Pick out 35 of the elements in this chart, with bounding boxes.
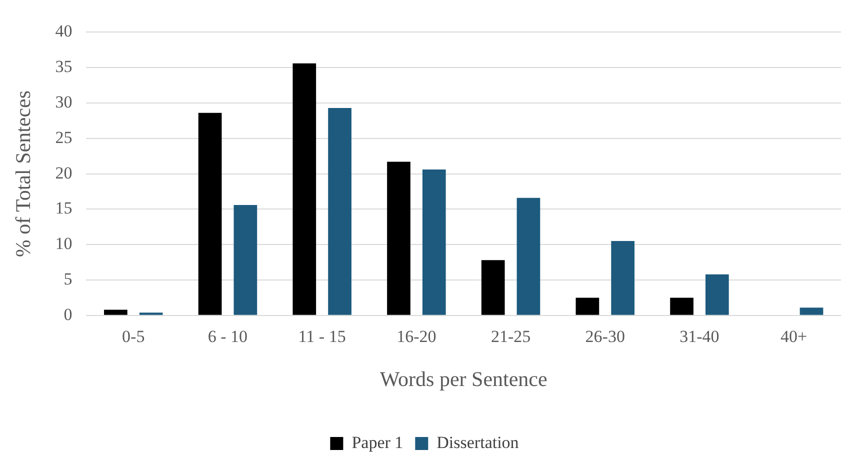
x-tick-label: 6 - 10 — [208, 327, 248, 346]
bar — [198, 112, 222, 315]
x-axis-title: Words per Sentence — [380, 366, 548, 391]
y-axis-title: % of Total Senteces — [11, 90, 36, 258]
y-tick-label: 5 — [64, 269, 72, 288]
y-tick-label: 10 — [55, 234, 72, 254]
bar — [705, 274, 729, 315]
bar — [800, 308, 824, 315]
y-tick-label: 35 — [55, 57, 72, 76]
bar — [576, 298, 600, 315]
y-tick-label: 0 — [64, 304, 72, 324]
y-tick-label: 25 — [55, 128, 72, 147]
bar — [387, 162, 410, 315]
x-tick-label: 0-5 — [122, 327, 145, 346]
bar — [611, 241, 634, 315]
bar — [516, 198, 540, 315]
bar — [328, 108, 352, 315]
legend-label: Paper 1 — [352, 432, 404, 452]
x-tick-label: 16-20 — [396, 327, 436, 346]
x-tick-label: 11 - 15 — [298, 327, 346, 346]
y-tick-label: 15 — [55, 198, 72, 218]
bar — [234, 204, 258, 315]
bar — [670, 298, 694, 315]
bar — [292, 63, 316, 315]
legend-label: Dissertation — [436, 432, 520, 452]
x-tick-label: 40+ — [780, 327, 808, 346]
x-tick-label: 26-30 — [585, 327, 625, 346]
y-tick-label: 20 — [55, 163, 72, 182]
bar — [422, 170, 446, 315]
x-tick-label: 21-25 — [490, 327, 531, 346]
bar — [481, 260, 505, 315]
x-tick-label: 31-40 — [680, 327, 720, 346]
y-tick-label: 40 — [55, 22, 72, 41]
bar — [104, 310, 128, 315]
y-tick-label: 30 — [55, 92, 72, 112]
